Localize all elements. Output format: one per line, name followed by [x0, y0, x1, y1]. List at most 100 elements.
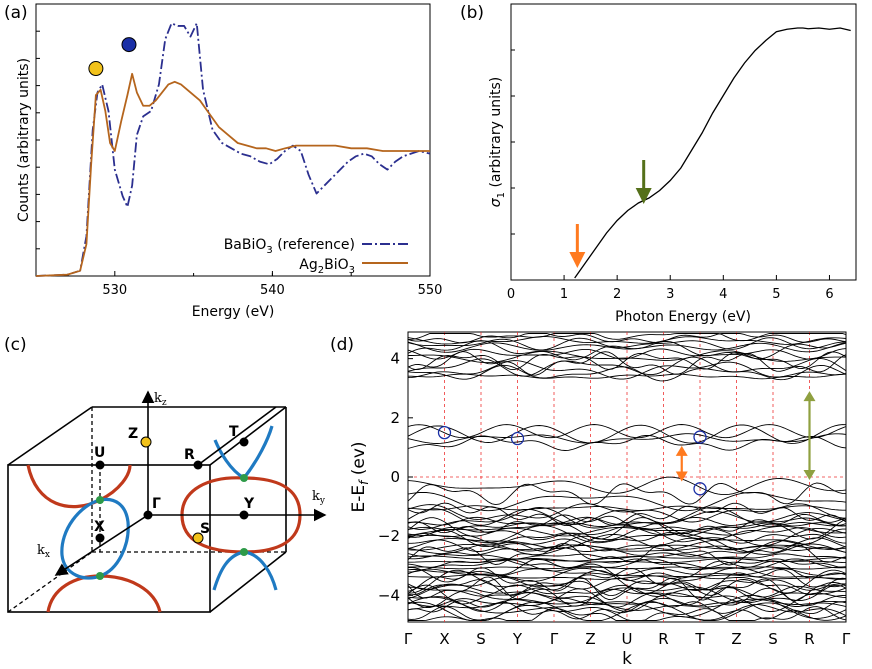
orange-gap-arrow-head-down — [675, 471, 688, 482]
series-ag2bio3-line — [35, 72, 430, 277]
a-xtick-label-1: 540 — [260, 283, 285, 298]
point-u-dot — [95, 460, 105, 470]
d-ytick-label-0: −4 — [378, 586, 400, 604]
d-klabel-5: Z — [585, 630, 595, 648]
blue-marker — [121, 37, 137, 53]
point-z-dot — [140, 436, 152, 448]
green-arrow-head — [635, 188, 652, 204]
band-7 — [407, 348, 847, 360]
cube-front-face — [7, 464, 211, 613]
d-klabel-11: R — [804, 630, 814, 648]
band-45 — [408, 558, 847, 573]
blue-arc-top-inner — [213, 439, 245, 480]
panel-a-markers — [88, 37, 137, 77]
label-y: Y — [243, 496, 255, 512]
band-44 — [407, 558, 847, 569]
band-64 — [407, 600, 847, 620]
panel-a-xlabel: Energy (eV) — [192, 304, 275, 320]
band-18 — [407, 476, 847, 496]
band-21 — [407, 505, 846, 511]
band-25 — [407, 506, 847, 530]
series-babio3-line — [35, 22, 431, 277]
point-y-dot — [239, 510, 249, 520]
olive-gap-arrow-head-up — [803, 391, 816, 402]
kz-label: kz — [154, 391, 167, 408]
label-s: S — [200, 521, 210, 537]
panel-a-ticks: 530 540 550 — [36, 30, 443, 298]
line-r-t — [197, 406, 277, 466]
band-39 — [407, 546, 847, 557]
panel-b-ylabel: σ1 (arbitrary units) — [488, 77, 507, 207]
ky-label: ky — [312, 489, 326, 506]
label-gamma: Γ — [152, 496, 161, 512]
green-dot-4 — [240, 548, 248, 556]
band-34 — [407, 527, 846, 553]
band-56 — [407, 584, 847, 598]
band-57 — [407, 583, 847, 604]
red-arc-bottom — [46, 574, 162, 613]
b-xtick-label-4: 4 — [719, 287, 727, 302]
d-ytick-label-3: 2 — [390, 409, 400, 427]
label-x: X — [94, 519, 105, 535]
band-50 — [407, 574, 847, 580]
band-63 — [407, 594, 847, 619]
a-xtick-label-2: 550 — [418, 283, 443, 298]
panel-a-chart: 530 540 550 Energy (eV) Counts (arbitrary … — [16, 3, 443, 320]
band-4 — [407, 351, 847, 376]
green-dot-2 — [96, 572, 104, 580]
d-klabel-0: Γ — [404, 630, 413, 648]
orange-arrow-head — [569, 252, 586, 268]
panel-b-series — [574, 27, 851, 279]
olive-gap-arrow-head-down — [803, 469, 816, 480]
d-klabel-2: S — [476, 630, 486, 648]
cube-edge-br — [209, 551, 287, 613]
b-xtick-label-2: 2 — [613, 287, 621, 302]
band-55 — [407, 576, 847, 602]
panel-label-d: (d) — [330, 335, 354, 355]
panel-label-b: (b) — [460, 3, 484, 23]
point-x-dot — [95, 533, 105, 543]
b-xtick-label-5: 5 — [772, 287, 780, 302]
blue-arc-bottom — [243, 550, 278, 591]
panel-c-diagram: kz ky kx Z U R T Γ Y X S — [7, 390, 327, 613]
label-r: R — [184, 447, 195, 463]
panel-d-bands — [407, 333, 847, 621]
band-17 — [407, 424, 847, 439]
blue-arc-top — [242, 425, 274, 479]
label-t: T — [229, 424, 239, 440]
d-ytick-label-4: 4 — [390, 350, 400, 368]
band-36 — [408, 537, 847, 552]
band-11 — [407, 336, 847, 345]
band-66 — [408, 604, 847, 621]
cube-edge-tl — [7, 406, 93, 466]
panel-d-xlabel: k — [622, 649, 632, 669]
kx-axis — [54, 514, 149, 576]
band-10 — [407, 337, 847, 351]
legend-ag2bio3-label: Ag2BiO3 — [299, 257, 355, 276]
band-1 — [407, 364, 847, 382]
d-klabel-1: X — [439, 630, 449, 648]
band-41 — [407, 553, 847, 560]
band-28 — [407, 522, 847, 531]
b-xtick-label-3: 3 — [666, 287, 674, 302]
band-19 — [407, 482, 847, 506]
d-klabel-8: T — [694, 630, 705, 648]
panel-d-ylabel: E-Ef (ev) — [349, 441, 371, 512]
sigma1-line — [574, 27, 851, 279]
blue-arc-bottom-inner — [212, 550, 245, 591]
band-58 — [407, 584, 847, 607]
band-35 — [407, 533, 847, 550]
panel-d-chart: −4 −2 0 2 4 Γ X S Y Γ Z U R T Z S R Γ k E-Ef (ev) — [349, 331, 851, 669]
d-klabel-6: U — [622, 630, 633, 648]
b-xtick-label-6: 6 — [825, 287, 833, 302]
b-xtick-label-0: 0 — [507, 287, 515, 302]
panel-b-ticks: 0 1 2 3 4 5 6 — [507, 49, 834, 302]
circle-t-upper — [693, 430, 707, 444]
band-31 — [407, 526, 847, 541]
panel-a-ylabel: Counts (arbitrary units) — [16, 58, 32, 222]
panel-a-legend: BaBiO3 (reference) Ag2BiO3 — [224, 237, 408, 276]
b-xtick-label-1: 1 — [560, 287, 568, 302]
panel-label-a: (a) — [4, 3, 28, 23]
circle-t-lower — [693, 482, 707, 496]
